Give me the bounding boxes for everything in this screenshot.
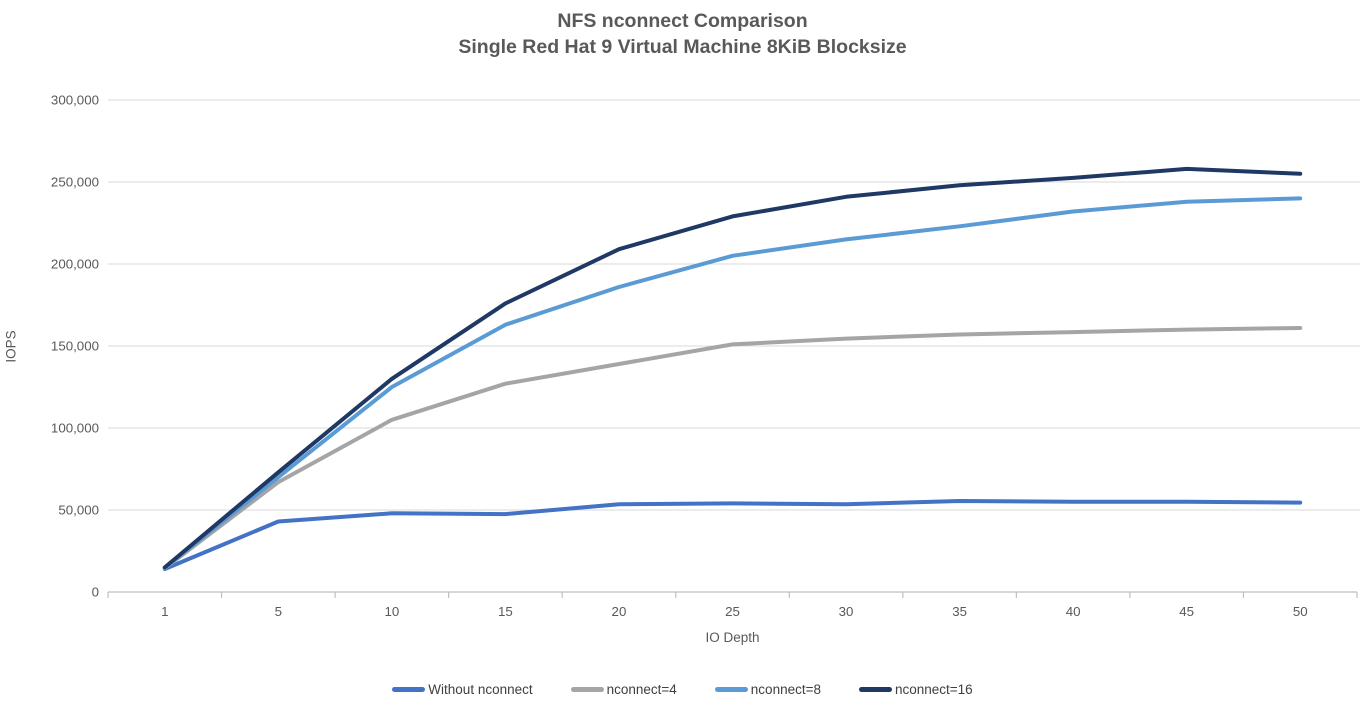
y-tick-label: 0: [92, 585, 99, 600]
y-tick-label: 300,000: [51, 93, 99, 108]
legend-label: nconnect=16: [894, 682, 973, 697]
series-line-without-nconnect: [162, 499, 1303, 571]
legend-label: nconnect=4: [606, 682, 677, 697]
series-line-nconnect-4: [162, 326, 1303, 571]
series-line-nconnect-8: [162, 196, 1303, 570]
legend-item-nconnect-16: nconnect=16: [858, 682, 973, 697]
plot-area: 0 50,000 100,000 150,000 200,000 250,000 300,0…: [51, 93, 1360, 619]
y-tick-label: 250,000: [51, 175, 99, 190]
series-line-nconnect-16: [162, 166, 1303, 570]
x-tick-label: 15: [498, 604, 513, 619]
chart-subtitle: Single Red Hat 9 Virtual Machine 8KiB Bl…: [458, 36, 907, 58]
x-tick-label: 25: [725, 604, 740, 619]
x-tick-label: 5: [275, 604, 282, 619]
legend-item-nconnect-8: nconnect=8: [714, 682, 821, 697]
y-tick-label: 100,000: [51, 421, 99, 436]
legend-swatch: [714, 687, 748, 692]
y-tick-label: 150,000: [51, 339, 99, 354]
chart-title: NFS nconnect Comparison: [557, 10, 808, 32]
legend-label: nconnect=8: [750, 682, 821, 697]
legend-swatch: [858, 687, 892, 692]
x-tick-label: 45: [1179, 604, 1194, 619]
x-tick-label: 50: [1293, 604, 1308, 619]
chart-title-block: NFS nconnect Comparison Single Red Hat 9…: [0, 8, 1365, 60]
legend-label: Without nconnect: [428, 682, 533, 697]
x-tick-label: 30: [839, 604, 854, 619]
legend-item-without-nconnect: Without nconnect: [392, 682, 533, 697]
x-axis-title: IO Depth: [705, 630, 760, 645]
x-tick-label: 35: [952, 604, 967, 619]
x-tick-label: 10: [384, 604, 399, 619]
x-tick-label: 40: [1066, 604, 1081, 619]
chart-legend: Without nconnect nconnect=4 nconnect=8 ncon…: [0, 682, 1365, 697]
legend-swatch: [392, 687, 426, 692]
legend-swatch: [570, 687, 604, 692]
y-tick-label: 200,000: [51, 257, 99, 272]
y-tick-label: 50,000: [58, 503, 99, 518]
x-tick-label: 1: [161, 604, 168, 619]
x-tick-label: 20: [612, 604, 627, 619]
legend-item-nconnect-4: nconnect=4: [570, 682, 677, 697]
